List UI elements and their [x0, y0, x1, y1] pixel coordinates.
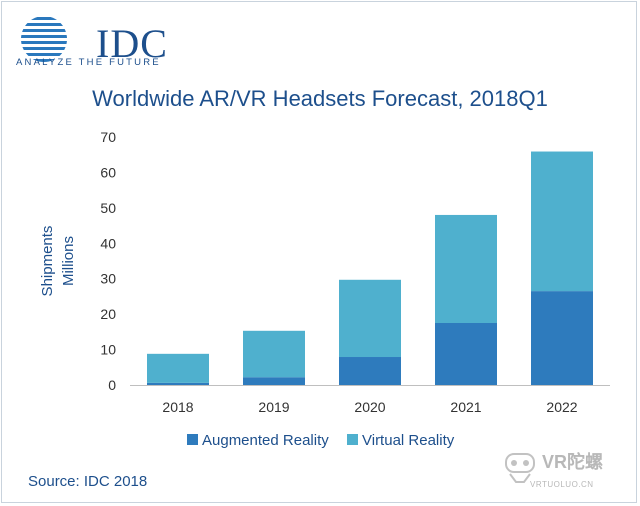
y-tick-label: 20 — [100, 306, 116, 322]
x-ticks: 2018 2019 2020 2021 2022 — [162, 399, 577, 415]
y-tick-label: 10 — [100, 342, 116, 358]
watermark-name: VR陀螺 — [542, 452, 604, 472]
y-tick-label: 30 — [100, 271, 116, 287]
y-tick-label: 70 — [100, 129, 116, 145]
legend-label: Augmented Reality — [202, 432, 329, 449]
chart-title: Worldwide AR/VR Headsets Forecast, 2018Q… — [92, 86, 548, 111]
idc-globe-icon — [21, 17, 67, 62]
logo-wordmark: IDC — [96, 21, 168, 66]
x-tick-label: 2020 — [354, 399, 385, 415]
y-axis-title-line: Shipments — [39, 226, 56, 297]
watermark: VR陀螺 VRTUOLUO.CN — [502, 446, 634, 498]
bars — [147, 151, 593, 385]
bar-vr — [339, 279, 401, 358]
x-tick-label: 2022 — [546, 399, 577, 415]
y-tick-label: 50 — [100, 200, 116, 216]
legend: Augmented Reality Virtual Reality — [187, 432, 455, 449]
vr-goggles-icon — [505, 453, 535, 483]
bar-ar — [339, 357, 401, 385]
y-axis-title-line: Millions — [60, 236, 77, 286]
idc-logo: IDC — [14, 14, 167, 70]
legend-swatch — [187, 434, 198, 445]
logo-tagline: ANALYZE THE FUTURE — [16, 57, 161, 68]
x-tick-label: 2021 — [450, 399, 481, 415]
bar-vr — [435, 214, 497, 323]
y-tick-label: 0 — [108, 377, 116, 393]
y-tick-label: 60 — [100, 164, 116, 180]
bar-vr — [147, 353, 209, 383]
y-tick-label: 40 — [100, 235, 116, 251]
bar-vr — [531, 151, 593, 292]
legend-label: Virtual Reality — [362, 432, 455, 449]
bar-ar — [435, 323, 497, 385]
y-ticks: 0 10 20 30 40 50 60 70 — [100, 129, 116, 393]
bar-ar — [243, 377, 305, 385]
bar-ar — [147, 382, 209, 385]
watermark-site: VRTUOLUO.CN — [530, 480, 594, 489]
source-note: Source: IDC 2018 — [28, 473, 148, 490]
y-axis-title: Shipments Millions — [39, 226, 77, 297]
legend-swatch — [347, 434, 358, 445]
bar-vr — [243, 330, 305, 378]
x-tick-label: 2019 — [258, 399, 289, 415]
x-tick-label: 2018 — [162, 399, 193, 415]
bar-ar — [531, 291, 593, 385]
